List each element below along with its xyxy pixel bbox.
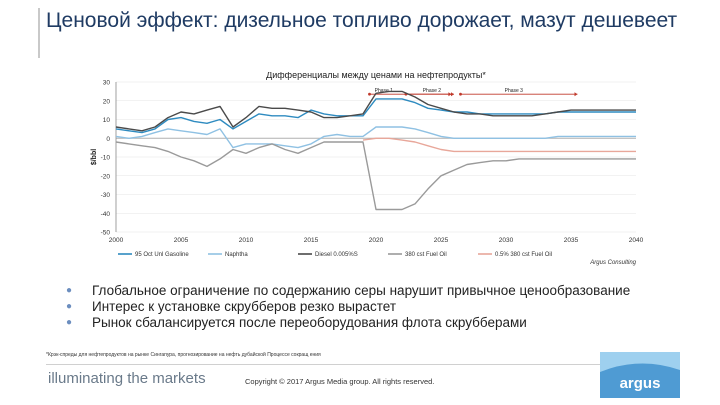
bullet-item: ● Глобальное ограничение по содержанию се… — [58, 283, 678, 298]
y-tick-label: -20 — [101, 173, 111, 180]
bullet-item: ● Интерес к установке скрубберов резко вы… — [58, 299, 678, 314]
footer-divider — [46, 364, 676, 365]
x-tick-label: 2030 — [499, 237, 514, 244]
chart-source: Argus Consulting — [589, 260, 636, 266]
series-line — [362, 137, 636, 153]
series-line — [115, 90, 636, 132]
x-tick-label: 2040 — [629, 237, 644, 244]
series-line — [115, 126, 636, 149]
bullet-text: Интерес к установке скрубберов резко выр… — [92, 299, 397, 314]
series-line — [115, 141, 636, 211]
price-differentials-chart: Дифференциалы между ценами на нефтепроду… — [91, 72, 644, 266]
logo-wave — [600, 352, 680, 372]
x-tick-label: 2025 — [434, 237, 449, 244]
phase-arrow-head — [574, 92, 578, 97]
x-tick-label: 2015 — [304, 237, 319, 244]
slide-title: Ценовой эффект: дизельное топливо дорожа… — [46, 9, 678, 32]
bullet-list: ● Глобальное ограничение по содержанию се… — [58, 283, 678, 331]
bullet-dot-icon: ● — [66, 301, 73, 312]
x-tick-label: 2005 — [174, 237, 189, 244]
y-tick-label: 30 — [103, 80, 111, 87]
x-tick-label: 2000 — [109, 237, 124, 244]
bullet-dot-icon: ● — [66, 317, 73, 328]
copyright: Copyright © 2017 Argus Media group. All … — [245, 377, 435, 386]
x-tick-label: 2010 — [239, 237, 254, 244]
bullet-item: ● Рынок сбалансируется после переоборудов… — [58, 315, 678, 330]
bullet-text: Рынок сбалансируется после переоборудова… — [92, 315, 527, 330]
phase-label: Phase 3 — [505, 88, 524, 94]
y-tick-label: -50 — [101, 230, 111, 237]
x-tick-label: 2020 — [369, 237, 384, 244]
legend-label: Naphtha — [225, 252, 248, 258]
title-accent-bar — [38, 8, 40, 58]
tagline: illuminating the markets — [48, 370, 206, 387]
bullet-text: Глобальное ограничение по содержанию сер… — [92, 283, 631, 298]
y-tick-label: -10 — [101, 155, 111, 162]
chart-title: Дифференциалы между ценами на нефтепроду… — [266, 72, 486, 80]
y-tick-label: 20 — [103, 98, 111, 105]
argus-logo: argus — [600, 352, 680, 398]
legend-label: 380 cst Fuel Oil — [405, 252, 447, 258]
legend-label: Diesel 0.005%S — [315, 252, 358, 258]
y-axis-label: $/bbl — [91, 149, 98, 165]
footnote: *Крэк-спреды для нефтепродуктов на рынке… — [46, 352, 321, 358]
y-tick-label: 0 — [106, 136, 110, 143]
y-tick-label: -40 — [101, 211, 111, 218]
logo-text: argus — [620, 375, 661, 392]
phase-arrow-start — [459, 92, 462, 96]
y-tick-label: -30 — [101, 192, 111, 199]
phase-label: Phase 2 — [423, 88, 442, 94]
phase-arrow-start — [368, 92, 371, 96]
legend-label: 0.5% 380 cst Fuel Oil — [495, 252, 552, 258]
bullet-dot-icon: ● — [66, 285, 73, 296]
phase-arrow-head — [451, 92, 454, 97]
legend-label: 95 Oct Unl Gasoline — [135, 252, 189, 258]
y-tick-label: 10 — [103, 117, 111, 124]
phase-label: Phase 1 — [375, 88, 394, 94]
x-tick-label: 2035 — [564, 237, 579, 244]
